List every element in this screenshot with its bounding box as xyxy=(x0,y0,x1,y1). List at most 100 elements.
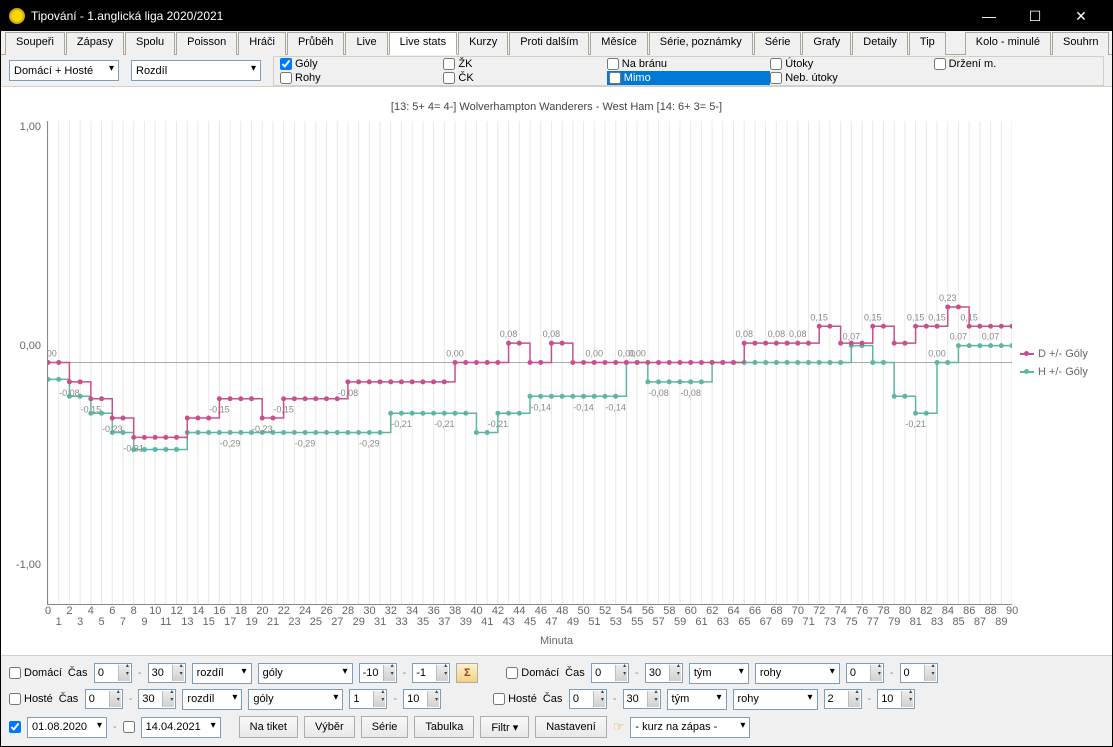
legend-item-h: H +/- Góly xyxy=(1020,366,1102,378)
button-row: 01.08.2020 - 14.04.2021 Na tiketVýběrSér… xyxy=(9,712,1104,742)
metric-k[interactable]: ŽK xyxy=(443,57,606,71)
tab-kurzy[interactable]: Kurzy xyxy=(458,32,508,55)
minimize-button[interactable]: — xyxy=(966,1,1012,31)
svg-text:-0,08: -0,08 xyxy=(680,388,701,398)
date-from-picker[interactable]: 01.08.2020 xyxy=(27,717,107,738)
svg-text:0,15: 0,15 xyxy=(960,312,978,322)
tab-souhrn[interactable]: Souhrn xyxy=(1052,32,1109,55)
val-to-2[interactable]: 10 xyxy=(403,689,441,709)
svg-text:-0,08: -0,08 xyxy=(648,388,669,398)
val-to-2b[interactable]: 10 xyxy=(877,689,915,709)
val-from-2b[interactable]: 2 xyxy=(824,689,862,709)
time-to-1b[interactable]: 30 xyxy=(645,663,683,683)
time-from-1[interactable]: 0 xyxy=(94,663,132,683)
val-from-2[interactable]: 1 xyxy=(349,689,387,709)
maximize-button[interactable]: ☐ xyxy=(1012,1,1058,31)
metric-toky[interactable]: Útoky xyxy=(770,57,933,71)
val-to-1[interactable]: -1 xyxy=(412,663,450,683)
time-to-2b[interactable]: 30 xyxy=(623,689,661,709)
tab-detaily[interactable]: Detaily xyxy=(852,32,908,55)
kurz-dropdown[interactable]: - kurz na zápas - xyxy=(630,717,750,738)
domaci-checkbox-2[interactable]: Domácí xyxy=(506,667,559,679)
mode-dropdown[interactable]: Rozdíl xyxy=(131,60,261,81)
svg-text:0,00: 0,00 xyxy=(48,349,57,359)
rozdil-dropdown-1[interactable]: rozdíl xyxy=(192,663,252,684)
rohy-dropdown-2[interactable]: rohy xyxy=(733,689,818,710)
tab-prbh[interactable]: Průběh xyxy=(287,32,344,55)
hoste-checkbox-1[interactable]: Hosté xyxy=(9,693,53,705)
pointer-icon: ☞ xyxy=(613,719,625,735)
metric-mimo[interactable]: Mimo xyxy=(607,71,770,85)
sigma-button[interactable]: Σ xyxy=(456,663,478,683)
svg-text:0,15: 0,15 xyxy=(907,312,925,322)
tab-protidalm[interactable]: Proti dalším xyxy=(509,32,589,55)
goly-dropdown-1[interactable]: góly xyxy=(258,663,353,684)
svg-text:0,08: 0,08 xyxy=(500,329,518,339)
date-to-checkbox[interactable] xyxy=(123,721,135,733)
time-label: Čas xyxy=(543,693,563,705)
x-axis-labels: 0246810121416182022242628303234363840424… xyxy=(47,605,1012,631)
natiket-button[interactable]: Na tiket xyxy=(239,716,298,738)
svg-text:-0,14: -0,14 xyxy=(573,402,594,412)
time-from-2b[interactable]: 0 xyxy=(569,689,607,709)
time-from-1b[interactable]: 0 xyxy=(591,663,629,683)
time-to-1[interactable]: 30 xyxy=(148,663,186,683)
domaci-checkbox-1[interactable]: Domácí xyxy=(9,667,62,679)
srie-button[interactable]: Série xyxy=(361,716,409,738)
time-to-2[interactable]: 30 xyxy=(138,689,176,709)
metric-nabrnu[interactable]: Na bránu xyxy=(607,57,770,71)
tab-kolominul[interactable]: Kolo - minulé xyxy=(965,32,1051,55)
val-to-1b[interactable]: 0 xyxy=(900,663,938,683)
tab-tip[interactable]: Tip xyxy=(909,32,946,55)
tym-dropdown-1[interactable]: tým xyxy=(689,663,749,684)
tab-msce[interactable]: Měsíce xyxy=(590,32,647,55)
val-from-1b[interactable]: 0 xyxy=(846,663,884,683)
tab-hri[interactable]: Hráči xyxy=(238,32,286,55)
svg-text:0,15: 0,15 xyxy=(810,312,828,322)
tab-live[interactable]: Live xyxy=(345,32,387,55)
val-from-1[interactable]: -10 xyxy=(359,663,397,683)
metric-rohy[interactable]: Rohy xyxy=(280,71,443,85)
titlebar: Tipování - 1.anglická liga 2020/2021 — ☐… xyxy=(1,1,1112,31)
metric-checkbox-grid: GólyŽKNa bránuÚtokyDržení m. RohyČKMimoNe… xyxy=(273,56,1104,86)
time-label: Čas xyxy=(565,667,585,679)
tab-livestats[interactable]: Live stats xyxy=(389,32,457,55)
metric-k[interactable]: ČK xyxy=(443,71,606,85)
nastaven-button[interactable]: Nastavení xyxy=(535,716,607,738)
tab-srie[interactable]: Série xyxy=(754,32,802,55)
scope-dropdown[interactable]: Domácí + Hosté xyxy=(9,60,119,81)
vbr-button[interactable]: Výběr xyxy=(304,716,355,738)
tab-spolu[interactable]: Spolu xyxy=(125,32,175,55)
tab-grafy[interactable]: Grafy xyxy=(802,32,851,55)
metric-empty xyxy=(934,71,1097,85)
tab-zpasy[interactable]: Zápasy xyxy=(66,32,124,55)
time-label: Čas xyxy=(59,693,79,705)
rozdil-dropdown-2[interactable]: rozdíl xyxy=(182,689,242,710)
tab-sriepoznmky[interactable]: Série, poznámky xyxy=(649,32,753,55)
filtr-button[interactable]: Filtr ▾ xyxy=(480,716,529,738)
y-axis-labels: 1,00 0,00 -1,00 xyxy=(11,121,47,605)
svg-text:-0,15: -0,15 xyxy=(209,405,230,415)
metric-nebtoky[interactable]: Neb. útoky xyxy=(770,71,933,85)
close-button[interactable]: ✕ xyxy=(1058,1,1104,31)
filter-row-2: Hosté Čas 0 - 30 rozdíl góly 1 - 10 Host… xyxy=(9,686,1104,712)
tab-strip: SoupeřiZápasySpoluPoissonHráčiPrůběhLive… xyxy=(1,31,1112,55)
rohy-dropdown-1[interactable]: rohy xyxy=(755,663,840,684)
time-label: Čas xyxy=(68,667,88,679)
date-to-picker[interactable]: 14.04.2021 xyxy=(141,717,221,738)
filter-panel: Domácí Čas 0 - 30 rozdíl góly -10 - -1 Σ… xyxy=(1,655,1112,746)
goly-dropdown-2[interactable]: góly xyxy=(248,689,343,710)
svg-text:0,08: 0,08 xyxy=(789,329,807,339)
tym-dropdown-2[interactable]: tým xyxy=(667,689,727,710)
tab-poisson[interactable]: Poisson xyxy=(176,32,237,55)
toolbar: Domácí + Hosté Rozdíl GólyŽKNa bránuÚtok… xyxy=(1,55,1112,87)
svg-text:-0,21: -0,21 xyxy=(434,419,455,429)
tabulka-button[interactable]: Tabulka xyxy=(414,716,474,738)
time-from-2[interactable]: 0 xyxy=(85,689,123,709)
date-from-checkbox[interactable] xyxy=(9,721,21,733)
metric-drenm[interactable]: Držení m. xyxy=(934,57,1097,71)
hoste-checkbox-2[interactable]: Hosté xyxy=(493,693,537,705)
metric-gly[interactable]: Góly xyxy=(280,57,443,71)
tab-soupei[interactable]: Soupeři xyxy=(5,32,65,55)
svg-text:-0,15: -0,15 xyxy=(273,405,294,415)
